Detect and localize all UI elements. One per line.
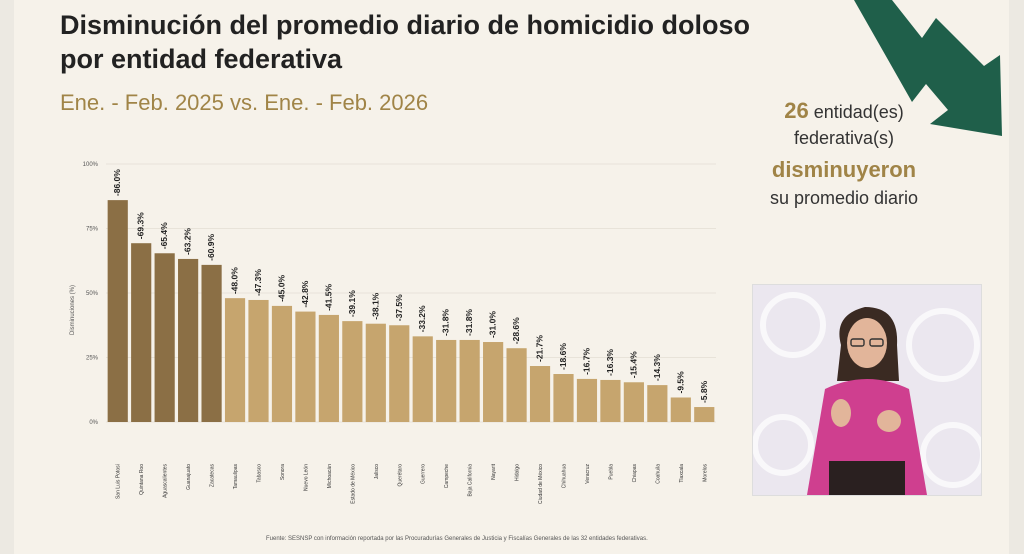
x-tick-label: Ciudad de México — [538, 464, 544, 504]
sign-language-interpreter-video — [752, 284, 986, 496]
x-tick-label: San Luis Potosí — [116, 463, 122, 499]
data-label: -18.6% — [558, 343, 568, 370]
bar — [365, 323, 386, 422]
data-label: -45.0% — [276, 275, 286, 302]
data-label: -31.8% — [441, 309, 451, 336]
slide: Disminución del promedio diario de homic… — [14, 0, 1009, 554]
data-label: -86.0% — [112, 169, 122, 196]
y-tick-label: 50% — [86, 291, 99, 297]
bar — [248, 299, 269, 422]
data-label: -33.2% — [417, 305, 427, 332]
x-tick-label: Chiapas — [632, 464, 638, 483]
x-tick-label: Hidalgo — [515, 464, 521, 481]
data-label: -16.3% — [605, 349, 615, 376]
bar — [131, 243, 152, 422]
bar — [647, 385, 668, 422]
data-label: -15.4% — [628, 351, 638, 378]
x-tick-label: Veracruz — [585, 464, 591, 484]
bar — [506, 348, 527, 422]
data-label: -60.9% — [206, 234, 216, 261]
data-label: -65.4% — [159, 222, 169, 249]
data-label: -31.0% — [488, 311, 498, 338]
bar — [389, 325, 410, 422]
bar — [600, 379, 621, 422]
data-label: -21.7% — [535, 335, 545, 362]
bar — [623, 382, 644, 422]
summary-highlight: disminuyeron — [771, 157, 917, 182]
source-note: Fuente: SESNSP con información reportada… — [266, 536, 648, 542]
summary-line1: entidad(es) — [808, 102, 904, 122]
x-tick-label: Estado de México — [350, 464, 356, 504]
data-label: -48.0% — [230, 267, 240, 294]
x-tick-label: Nuevo León — [303, 464, 309, 491]
bar — [483, 342, 504, 422]
x-tick-label: Aguascalientes — [163, 464, 169, 498]
data-label: -31.8% — [464, 309, 474, 336]
data-label: -16.7% — [581, 348, 591, 375]
bar — [224, 298, 246, 422]
y-tick-label: 25% — [86, 356, 99, 362]
x-tick-label: Chihuahua — [562, 464, 568, 488]
bar — [154, 253, 175, 422]
data-label: -63.2% — [183, 228, 193, 255]
x-tick-label: Tabasco — [257, 464, 263, 483]
x-tick-label: Quintana Roo — [139, 464, 145, 495]
data-label: -9.5% — [675, 371, 685, 394]
summary-line4: su promedio diario — [769, 188, 919, 208]
x-tick-label: Tamaulipas — [233, 464, 239, 490]
bar — [459, 339, 480, 422]
x-tick-label: Campeche — [444, 464, 450, 488]
bar — [107, 200, 128, 422]
x-tick-label: Puebla — [608, 464, 614, 480]
bar — [529, 366, 551, 422]
data-label: -69.3% — [136, 212, 146, 239]
x-tick-label: Morelos — [702, 464, 708, 482]
x-tick-label: Tlaxcala — [679, 464, 685, 483]
data-label: -47.3% — [253, 269, 263, 296]
page-title: Disminución del promedio diario de homic… — [60, 10, 751, 74]
x-tick-label: Coahuila — [655, 464, 661, 484]
data-label: -38.1% — [370, 292, 380, 319]
x-tick-label: Jalisco — [374, 464, 380, 480]
bar — [178, 258, 199, 422]
y-tick-label: 0% — [89, 420, 98, 426]
data-label: -39.1% — [347, 290, 357, 317]
x-tick-label: Querétaro — [397, 464, 403, 487]
bar — [412, 336, 433, 422]
bar — [271, 305, 293, 422]
data-label: -5.8% — [699, 380, 709, 403]
summary-line2: federativa(s) — [793, 128, 895, 148]
data-label: -37.5% — [394, 294, 404, 321]
bar — [553, 374, 574, 422]
bar — [576, 378, 598, 422]
summary-count: 26 — [784, 98, 809, 123]
data-label: -42.8% — [300, 280, 310, 307]
summary-box: 26 entidad(es) federativa(s) disminuyero… — [726, 98, 962, 211]
x-tick-label: Baja California — [468, 464, 474, 497]
y-tick-label: 100% — [83, 162, 99, 168]
bar — [670, 397, 691, 422]
bar-chart: 0% 25% 50% 75% 100% -86.0% -69.3% -65.4% -63.2%… — [70, 162, 716, 504]
data-label: -41.5% — [323, 284, 333, 311]
x-tick-label: Guanajuato — [186, 464, 192, 490]
bar — [342, 321, 363, 422]
data-label: -14.3% — [652, 354, 662, 381]
x-tick-label: Guerrero — [421, 464, 427, 484]
page-subtitle: Ene. - Feb. 2025 vs. Ene. - Feb. 2026 — [60, 90, 429, 115]
x-tick-label: Nayarit — [491, 463, 497, 479]
trend-down-arrow-icon — [854, 0, 1002, 136]
bar — [694, 407, 715, 422]
y-axis-label: Disminuciones (%) — [70, 285, 76, 335]
data-label: -28.6% — [511, 317, 521, 344]
y-tick-label: 75% — [86, 227, 99, 233]
bar — [318, 314, 339, 422]
x-tick-label: Zacatecas — [210, 464, 216, 488]
interpreter-image — [752, 285, 986, 495]
x-tick-label: Sonora — [280, 464, 286, 480]
bar — [295, 311, 316, 422]
x-tick-label: Michoacán — [327, 464, 333, 488]
bar — [436, 339, 457, 422]
bar — [201, 264, 222, 422]
